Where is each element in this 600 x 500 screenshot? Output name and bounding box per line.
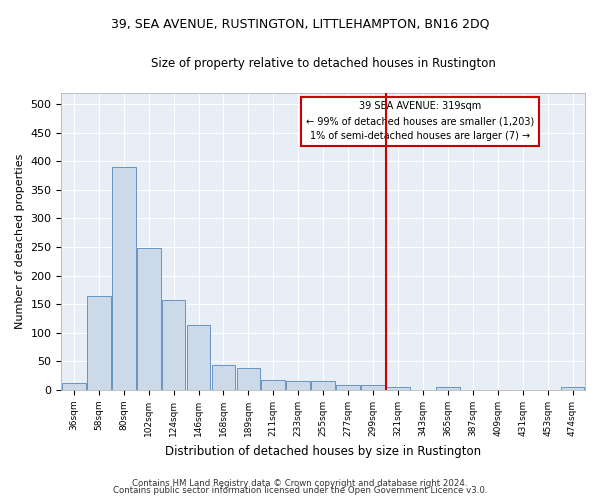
Bar [212, 365, 235, 390]
Text: Contains HM Land Registry data © Crown copyright and database right 2024.: Contains HM Land Registry data © Crown c… [132, 478, 468, 488]
Bar [187, 326, 211, 390]
X-axis label: Distribution of detached houses by size in Rustington: Distribution of detached houses by size … [165, 444, 481, 458]
Bar [436, 387, 460, 390]
Bar [311, 382, 335, 390]
Bar [286, 382, 310, 390]
Text: 39 SEA AVENUE: 319sqm
← 99% of detached houses are smaller (1,203)
1% of semi-de: 39 SEA AVENUE: 319sqm ← 99% of detached … [306, 102, 534, 141]
Bar [137, 248, 161, 390]
Y-axis label: Number of detached properties: Number of detached properties [15, 154, 25, 329]
Text: 39, SEA AVENUE, RUSTINGTON, LITTLEHAMPTON, BN16 2DQ: 39, SEA AVENUE, RUSTINGTON, LITTLEHAMPTO… [111, 18, 489, 30]
Bar [62, 382, 86, 390]
Text: Contains public sector information licensed under the Open Government Licence v3: Contains public sector information licen… [113, 486, 487, 495]
Bar [112, 167, 136, 390]
Bar [87, 296, 110, 390]
Bar [162, 300, 185, 390]
Bar [262, 380, 285, 390]
Bar [361, 386, 385, 390]
Bar [236, 368, 260, 390]
Bar [336, 385, 360, 390]
Title: Size of property relative to detached houses in Rustington: Size of property relative to detached ho… [151, 58, 496, 70]
Bar [560, 387, 584, 390]
Bar [386, 387, 410, 390]
